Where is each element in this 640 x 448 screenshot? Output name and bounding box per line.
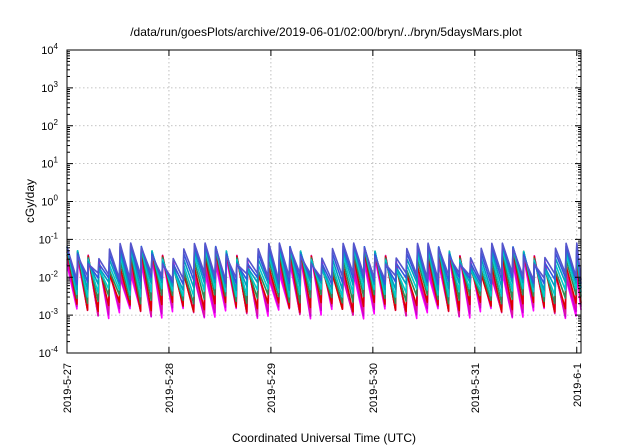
x-tick-label: 2019-5-27 [62, 363, 74, 413]
y-tick-label: 10-2 [39, 269, 59, 284]
grid [67, 50, 581, 353]
x-tick-label: 2019-5-31 [470, 363, 482, 413]
y-tick-label: 101 [41, 156, 58, 171]
x-tick-label: 2019-6-1 [572, 363, 584, 407]
y-tick-label: 10-1 [39, 231, 59, 246]
y-tick-label: 103 [41, 80, 58, 95]
series-line [66, 242, 582, 281]
x-tick-label: 2019-5-29 [266, 363, 278, 413]
x-axis-label: Coordinated Universal Time (UTC) [232, 431, 416, 445]
chart-title: /data/run/goesPlots/archive/2019-06-01/0… [130, 25, 522, 39]
x-tick-label: 2019-5-30 [368, 363, 380, 413]
ticks [66, 49, 581, 354]
series-group [66, 242, 582, 320]
x-tick-label: 2019-5-28 [164, 363, 176, 413]
y-tick-label: 10-4 [39, 345, 59, 360]
y-axis-label: cGy/day [23, 179, 37, 223]
y-tick-label: 10-3 [39, 307, 59, 322]
y-tick-label: 100 [41, 194, 58, 209]
y-tick-label: 104 [41, 42, 58, 57]
y-tick-label: 102 [41, 118, 58, 133]
y-tick-labels: 10-4 10-3 10-2 10-1 100 101 102 103 104 [39, 42, 59, 360]
x-tick-labels: 2019-5-27 2019-5-28 2019-5-29 2019-5-30 2019… [62, 363, 584, 413]
